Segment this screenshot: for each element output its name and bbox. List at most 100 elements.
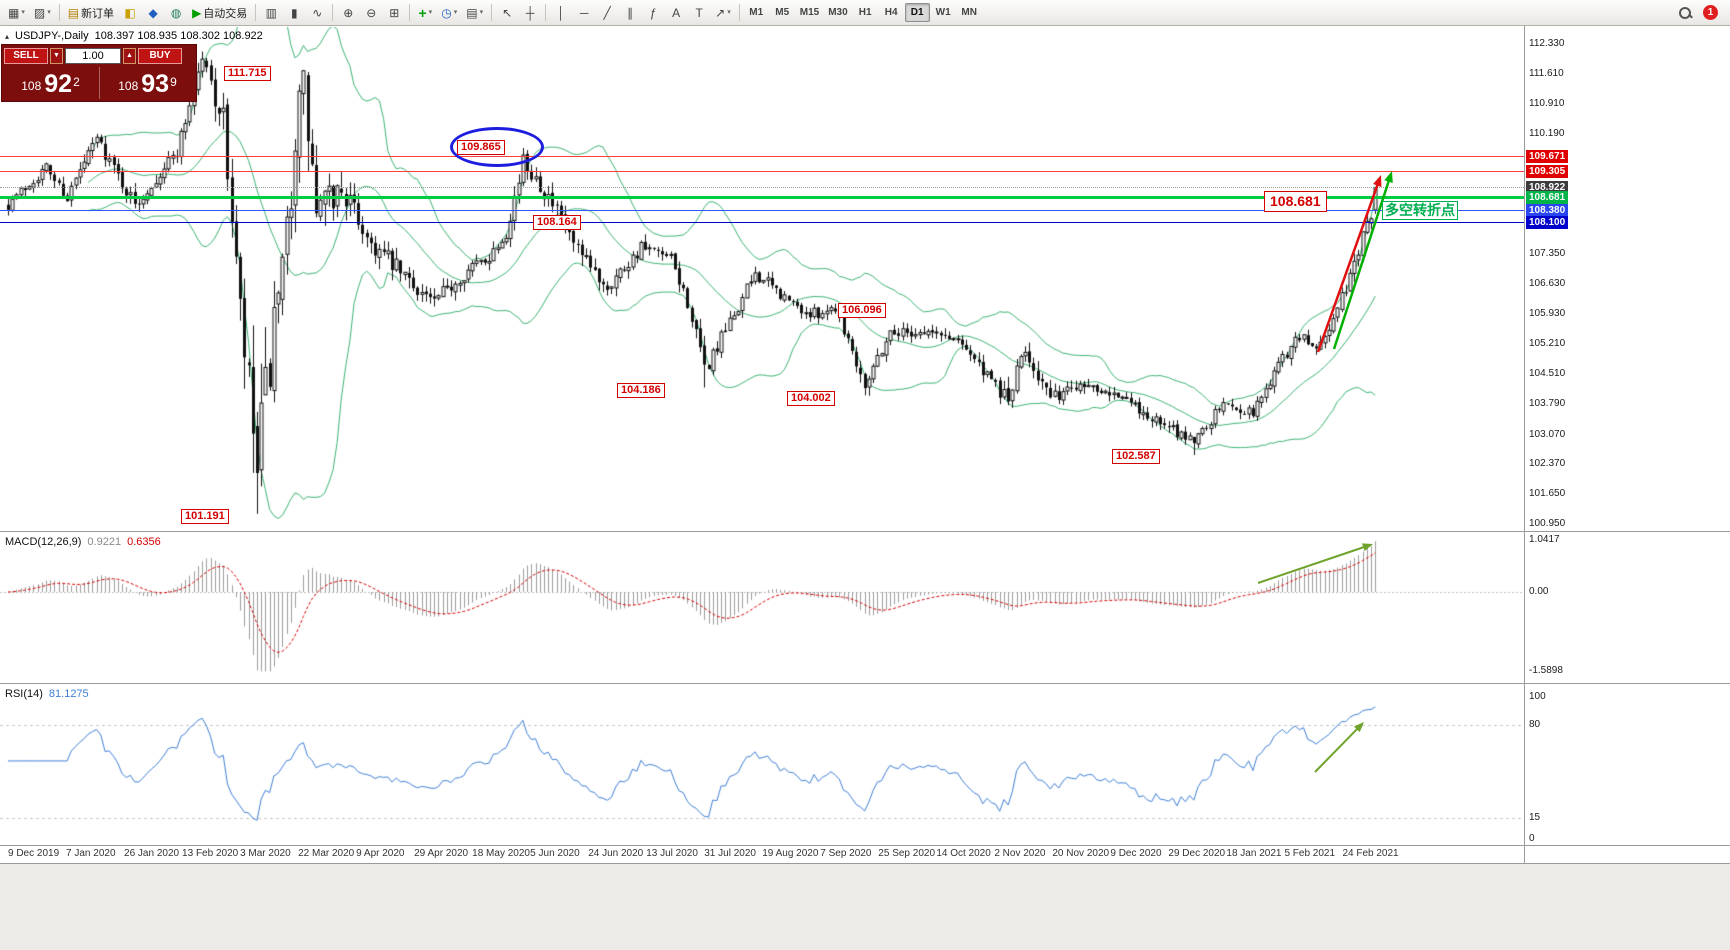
indicators-button[interactable]: + ▾	[414, 3, 436, 23]
text-label-button[interactable]: T	[688, 3, 710, 23]
price-axis-label: 107.350	[1529, 248, 1566, 260]
price-callout[interactable]: 111.715	[224, 66, 271, 81]
trendline-button-icon: ╱	[603, 5, 611, 20]
timeframe-button-m1[interactable]: M1	[744, 3, 769, 22]
arrows-button-icon: ↗	[715, 5, 726, 20]
navigator-button[interactable]: ◆	[142, 3, 164, 23]
timeframe-button-mn[interactable]: MN	[957, 3, 982, 22]
time-axis-strip	[0, 846, 1730, 863]
volume-increase-button[interactable]: ▲	[123, 47, 136, 64]
timeframe-button-m30[interactable]: M30	[824, 3, 851, 22]
time-axis-label: 3 Mar 2020	[240, 848, 291, 859]
price-callout[interactable]: 104.002	[787, 391, 835, 406]
vertical-line-button[interactable]: │	[550, 3, 572, 23]
buy-button[interactable]: BUY	[138, 47, 182, 64]
timeframe-button-m15[interactable]: M15	[796, 3, 823, 22]
toolbar-separator	[491, 4, 493, 21]
zoom-out-button[interactable]: ⊖	[360, 3, 382, 23]
time-axis-label: 9 Dec 2020	[1110, 848, 1162, 859]
price-callout[interactable]: 101.191	[181, 509, 229, 524]
profiles-button[interactable]: ▨ ▾	[30, 3, 55, 23]
cursor-button-icon: ↖	[502, 5, 513, 20]
horizontal-line-button[interactable]: ─	[573, 3, 595, 23]
rsi-axis-label: 100	[1529, 691, 1546, 702]
fibonacci-button[interactable]: ƒ	[642, 3, 664, 23]
zoom-in-button[interactable]: ⊕	[337, 3, 359, 23]
templates-button[interactable]: ▤ ▾	[462, 3, 487, 23]
crosshair-button-icon: ┼	[525, 5, 535, 20]
horizontal-line-108.681[interactable]	[0, 196, 1524, 200]
toolbar-separator	[738, 4, 740, 21]
highlight-ellipse[interactable]	[450, 127, 544, 167]
timeframe-button-h1[interactable]: H1	[853, 3, 878, 22]
caret-down-icon: ▾	[47, 9, 51, 16]
price-callout[interactable]: 104.186	[617, 383, 665, 398]
sell-price[interactable]: 108 92 2	[2, 65, 99, 101]
cursor-button[interactable]: ↖	[496, 3, 518, 23]
price-callout[interactable]: 108.164	[533, 215, 581, 230]
price-callout[interactable]: 109.865	[457, 140, 505, 155]
market-watch-button[interactable]: ◧	[119, 3, 141, 23]
time-axis-label: 7 Jan 2020	[66, 848, 116, 859]
crosshair-button[interactable]: ┼	[519, 3, 541, 23]
horizontal-line-108.922[interactable]	[0, 187, 1524, 189]
symbol-name: USDJPY-,Daily	[15, 30, 89, 42]
price-badge: 108.922	[1526, 181, 1569, 195]
time-axis-label: 19 Aug 2020	[762, 848, 819, 859]
time-axis-label: 2 Nov 2020	[994, 848, 1046, 859]
horizontal-line-108.100[interactable]	[0, 221, 1524, 223]
notification-badge[interactable]: 1	[1703, 5, 1718, 20]
horizontal-line-109.671[interactable]	[0, 155, 1524, 157]
search-icon	[1678, 6, 1692, 20]
volume-decrease-button[interactable]: ▼	[50, 47, 63, 64]
price-badge: 108.681	[1526, 191, 1569, 205]
time-axis-label: 25 Sep 2020	[878, 848, 936, 859]
timeframe-button-d1[interactable]: D1	[904, 3, 930, 22]
new-chart-button-icon: ▦	[8, 5, 20, 20]
buy-price-big: 93	[141, 70, 170, 98]
search-button[interactable]	[1674, 3, 1696, 23]
toolbar-separator	[545, 4, 547, 21]
new-chart-button[interactable]: ▦ ▾	[4, 3, 29, 23]
channel-button[interactable]: ∥	[619, 3, 641, 23]
terminal-button[interactable]: ◍	[165, 3, 187, 23]
volume-input[interactable]	[65, 47, 121, 64]
arrows-button[interactable]: ↗ ▾	[711, 3, 735, 23]
window-bottom-separator	[0, 863, 1730, 864]
autotrading-button[interactable]: ▶ 自动交易	[188, 3, 251, 23]
price-callout[interactable]: 102.587	[1112, 449, 1160, 464]
macd-panel-separator[interactable]	[0, 531, 1730, 532]
caret-down-icon: ▾	[21, 9, 25, 16]
time-axis-label: 26 Jan 2020	[124, 848, 180, 859]
time-axis-label: 31 Jul 2020	[704, 848, 756, 859]
price-axis-label: 105.210	[1529, 338, 1566, 350]
periods-button[interactable]: ◷ ▾	[437, 3, 461, 23]
tile-windows-button[interactable]: ⊞	[383, 3, 405, 23]
macd-signal-value: 0.6356	[127, 536, 161, 548]
line-chart-button-icon: ∿	[312, 5, 323, 20]
sell-button[interactable]: SELL	[4, 47, 48, 64]
line-chart-button[interactable]: ∿	[306, 3, 328, 23]
candlestick-chart-button[interactable]: ▮	[283, 3, 305, 23]
price-callout[interactable]: 106.096	[838, 303, 886, 318]
time-axis-label: 9 Dec 2019	[8, 848, 60, 859]
timeframe-button-m5[interactable]: M5	[770, 3, 795, 22]
text-button[interactable]: A	[665, 3, 687, 23]
time-axis-label: 24 Feb 2021	[1342, 848, 1399, 859]
caret-down-icon: ▾	[479, 9, 484, 16]
chinese-annotation[interactable]: 多空转折点	[1382, 201, 1458, 220]
horizontal-line-108.380[interactable]	[0, 210, 1524, 212]
price-callout[interactable]: 108.681	[1264, 191, 1327, 212]
bar-chart-button[interactable]: ▥	[260, 3, 282, 23]
trendline-button[interactable]: ╱	[596, 3, 618, 23]
new-order-button[interactable]: ▤ 新订单	[64, 3, 118, 23]
expand-icon[interactable]: ▴	[5, 31, 10, 41]
timeframe-button-h4[interactable]: H4	[879, 3, 904, 22]
timeframe-button-w1[interactable]: W1	[931, 3, 956, 22]
buy-price[interactable]: 108 93 9	[99, 65, 196, 101]
macd-name: MACD(12,26,9)	[5, 536, 82, 548]
horizontal-line-109.305[interactable]	[0, 171, 1524, 173]
rsi-panel-separator[interactable]	[0, 683, 1730, 684]
